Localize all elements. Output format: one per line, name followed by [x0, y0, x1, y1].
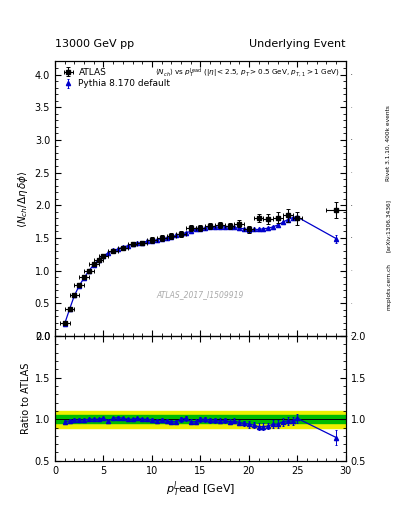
- Text: 13000 GeV pp: 13000 GeV pp: [55, 38, 134, 49]
- Text: mcplots.cern.ch: mcplots.cern.ch: [386, 263, 391, 310]
- Bar: [55, 415, 346, 423]
- Y-axis label: $\langle N_{ch}/\Delta\eta\,\delta\phi \rangle$: $\langle N_{ch}/\Delta\eta\,\delta\phi \…: [17, 170, 31, 228]
- Text: ATLAS_2017_I1509919: ATLAS_2017_I1509919: [157, 290, 244, 300]
- Bar: [55, 411, 346, 428]
- X-axis label: $p_T^l$ead [GeV]: $p_T^l$ead [GeV]: [166, 480, 235, 499]
- Text: Rivet 3.1.10, 400k events: Rivet 3.1.10, 400k events: [386, 105, 391, 181]
- Y-axis label: Ratio to ATLAS: Ratio to ATLAS: [20, 362, 31, 434]
- Legend: ATLAS, Pythia 8.170 default: ATLAS, Pythia 8.170 default: [59, 66, 172, 90]
- Text: $\langle N_{ch}\rangle$ vs $p_T^{\mathrm{lead}}$ ($|\eta| < 2.5$, $p_T > 0.5$ Ge: $\langle N_{ch}\rangle$ vs $p_T^{\mathrm…: [155, 67, 340, 80]
- Text: Underlying Event: Underlying Event: [249, 38, 346, 49]
- Text: [arXiv:1306.3436]: [arXiv:1306.3436]: [386, 199, 391, 252]
